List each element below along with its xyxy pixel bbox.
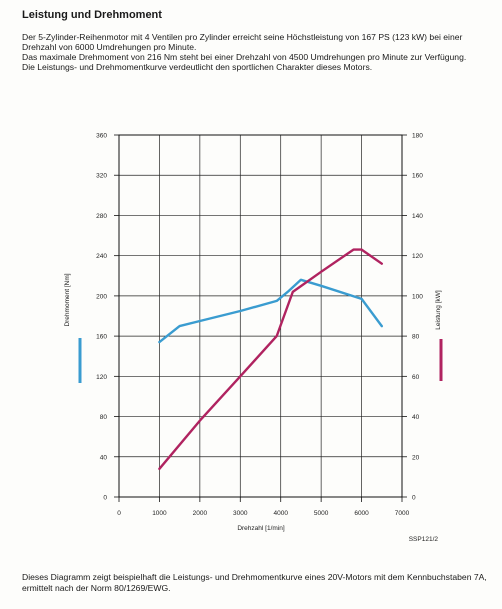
chart-grid (118, 134, 403, 498)
y-tick-label-1: 40 (100, 454, 108, 461)
x-tick-label-0: 0 (117, 510, 121, 517)
y-tick-label-4: 160 (96, 334, 107, 341)
y2-tick-label-0: 0 (412, 495, 416, 502)
tick-labels: 0 1000 2000 3000 4000 5000 6000 700004080120160… (96, 133, 423, 518)
y-tick-label-7: 280 (96, 213, 107, 220)
x-tick-label-7: 7000 (395, 510, 410, 517)
power-curve (158, 248, 383, 470)
y-tick-label-8: 320 (96, 173, 107, 180)
y-tick-label-0: 0 (103, 495, 107, 502)
y-axis-label: Drehmoment [Nm] (64, 273, 71, 326)
y-tick-label-9: 360 (96, 133, 107, 140)
y2-tick-label-3: 60 (412, 374, 420, 381)
y2-tick-label-6: 120 (412, 253, 423, 260)
intro-paragraph-1: Der 5-Zylinder-Reihenmotor mit 4 Ventile… (22, 32, 463, 52)
y2-axis-label: Leistung [kW] (435, 290, 442, 330)
y2-tick-label-8: 160 (412, 173, 423, 180)
y-tick-label-2: 80 (100, 414, 108, 421)
torque-curve (158, 278, 383, 344)
figure-code: SSP121/2 (409, 536, 439, 543)
x-tick-label-6: 6000 (354, 510, 369, 517)
x-tick-label-4: 4000 (273, 510, 288, 517)
y-tick-label-6: 240 (96, 253, 107, 260)
intro-paragraph-2: Das maximale Drehmoment von 216 Nm steht… (22, 52, 467, 62)
y-tick-label-3: 120 (96, 374, 107, 381)
page-title: Leistung und Drehmoment (22, 9, 162, 21)
chart-curves (158, 248, 383, 470)
y2-tick-label-2: 40 (412, 414, 420, 421)
intro-text: Der 5-Zylinder-Reihenmotor mit 4 Ventile… (22, 32, 492, 72)
y2-tick-label-9: 180 (412, 133, 423, 140)
y2-tick-label-1: 20 (412, 454, 420, 461)
x-tick-label-1: 1000 (152, 510, 167, 517)
footer-text: Dieses Diagramm zeigt beispielhaft die L… (22, 572, 487, 593)
y2-tick-label-7: 140 (412, 213, 423, 220)
y2-tick-label-4: 80 (412, 334, 420, 341)
y2-tick-label-5: 100 (412, 293, 423, 300)
x-tick-label-2: 2000 (193, 510, 208, 517)
x-tick-label-3: 3000 (233, 510, 248, 517)
y-tick-label-5: 200 (96, 293, 107, 300)
x-tick-label-5: 5000 (314, 510, 329, 517)
x-axis-label: Drehzahl [1/min] (237, 525, 285, 532)
intro-paragraph-3: Die Leistungs- und Drehmomentkurve verde… (22, 62, 373, 72)
plot-frame (118, 134, 403, 498)
